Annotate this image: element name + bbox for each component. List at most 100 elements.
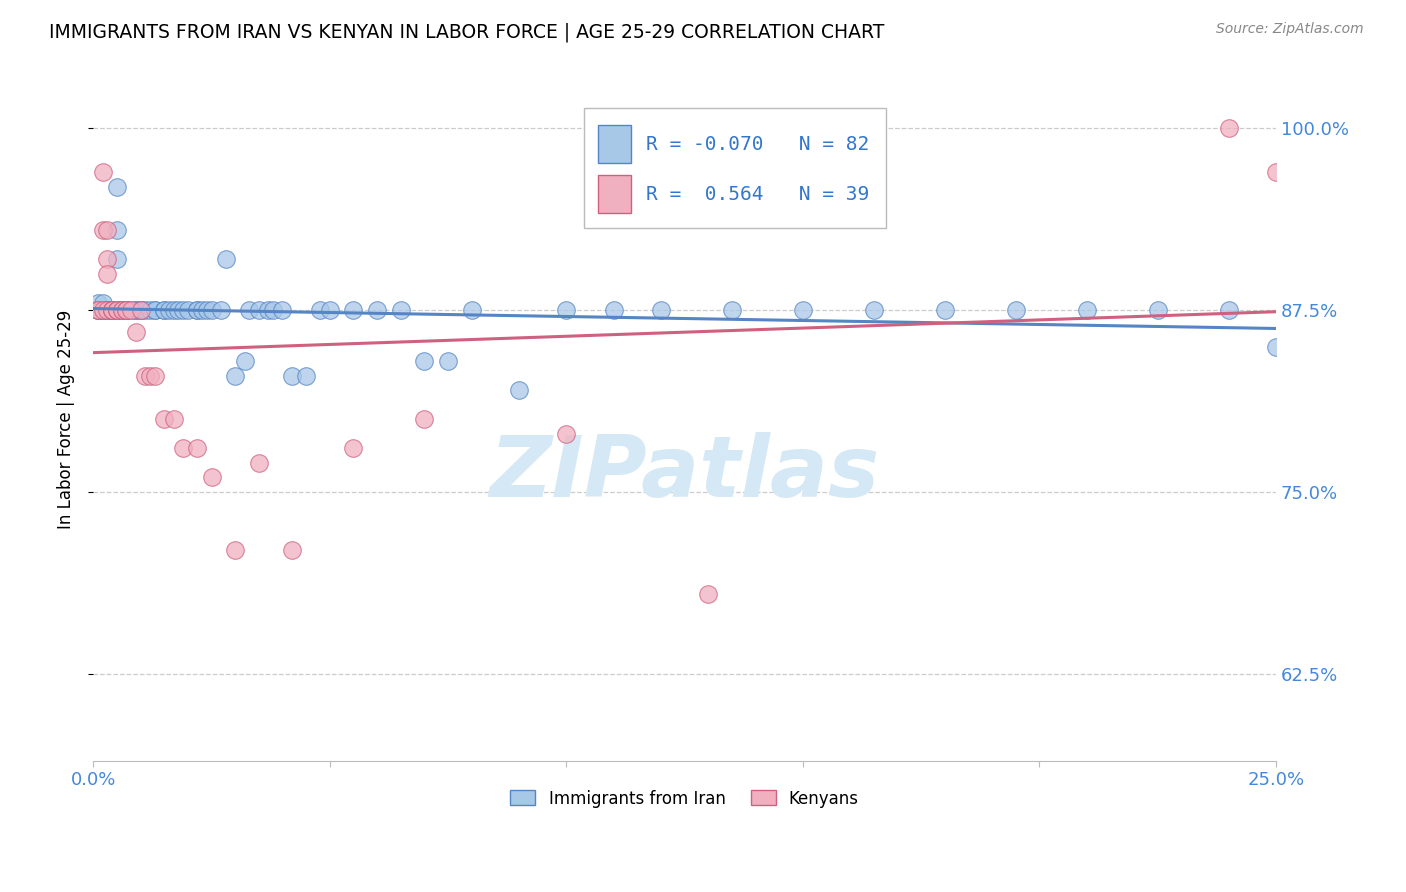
Text: R = -0.070   N = 82: R = -0.070 N = 82: [645, 135, 869, 154]
Point: [1218, 121, 1240, 136]
Point: [792, 303, 814, 318]
Point: [101, 303, 124, 318]
Point: [129, 303, 152, 318]
Point: [101, 303, 124, 318]
Point: [195, 303, 218, 318]
Point: [143, 368, 166, 383]
Point: [191, 303, 214, 318]
Point: [247, 303, 270, 318]
Point: [186, 303, 208, 318]
Point: [91, 303, 114, 318]
Point: [139, 368, 162, 383]
Point: [295, 368, 318, 383]
Point: [215, 252, 238, 267]
Point: [105, 303, 128, 318]
Point: [96, 267, 118, 281]
Point: [271, 303, 294, 318]
Point: [115, 303, 138, 318]
Text: IMMIGRANTS FROM IRAN VS KENYAN IN LABOR FORCE | AGE 25-29 CORRELATION CHART: IMMIGRANTS FROM IRAN VS KENYAN IN LABOR …: [49, 22, 884, 42]
Point: [153, 412, 176, 426]
Point: [91, 303, 114, 318]
Point: [105, 303, 128, 318]
Point: [96, 303, 118, 318]
Point: [389, 303, 412, 318]
Point: [281, 368, 304, 383]
Point: [172, 303, 194, 318]
Point: [247, 456, 270, 470]
Point: [863, 303, 886, 318]
Point: [115, 303, 138, 318]
Point: [125, 325, 148, 339]
Point: [413, 354, 436, 368]
Point: [105, 223, 128, 237]
Point: [186, 442, 208, 456]
Point: [91, 303, 114, 318]
Point: [319, 303, 342, 318]
Point: [1265, 165, 1288, 179]
Point: [134, 368, 156, 383]
Point: [101, 303, 124, 318]
Point: [209, 303, 232, 318]
Point: [87, 303, 110, 318]
Point: [101, 303, 124, 318]
Point: [934, 303, 956, 318]
Point: [555, 303, 578, 318]
Point: [91, 303, 114, 318]
Point: [87, 303, 110, 318]
Point: [508, 383, 530, 397]
Y-axis label: In Labor Force | Age 25-29: In Labor Force | Age 25-29: [58, 310, 75, 529]
Point: [111, 303, 134, 318]
Point: [91, 223, 114, 237]
Point: [134, 303, 156, 318]
Point: [96, 303, 118, 318]
Point: [1218, 303, 1240, 318]
Point: [87, 303, 110, 318]
Point: [172, 442, 194, 456]
Point: [1076, 303, 1098, 318]
Point: [1146, 303, 1168, 318]
Point: [105, 303, 128, 318]
Point: [87, 296, 110, 310]
Point: [186, 303, 208, 318]
Point: [105, 303, 128, 318]
Point: [1265, 339, 1288, 353]
Point: [153, 303, 176, 318]
Point: [413, 412, 436, 426]
Point: [96, 303, 118, 318]
Point: [129, 303, 152, 318]
Point: [125, 303, 148, 318]
Point: [697, 587, 720, 601]
Text: Source: ZipAtlas.com: Source: ZipAtlas.com: [1216, 22, 1364, 37]
Text: R =  0.564   N = 39: R = 0.564 N = 39: [645, 185, 869, 204]
Point: [143, 303, 166, 318]
Point: [224, 368, 246, 383]
Point: [111, 303, 134, 318]
Point: [115, 303, 138, 318]
Point: [257, 303, 280, 318]
Point: [91, 165, 114, 179]
Point: [96, 303, 118, 318]
Point: [342, 442, 364, 456]
Point: [125, 303, 148, 318]
Point: [309, 303, 332, 318]
Point: [200, 470, 222, 484]
Point: [224, 543, 246, 558]
Point: [163, 412, 186, 426]
Point: [101, 303, 124, 318]
Legend: Immigrants from Iran, Kenyans: Immigrants from Iran, Kenyans: [503, 783, 866, 814]
Point: [111, 303, 134, 318]
Point: [115, 303, 138, 318]
Point: [157, 303, 180, 318]
FancyBboxPatch shape: [583, 108, 886, 227]
Point: [167, 303, 190, 318]
Point: [143, 303, 166, 318]
Point: [105, 179, 128, 194]
Point: [105, 252, 128, 267]
Point: [96, 303, 118, 318]
Point: [262, 303, 284, 318]
Point: [101, 303, 124, 318]
Point: [238, 303, 260, 318]
Point: [721, 303, 744, 318]
Point: [139, 303, 162, 318]
Point: [87, 303, 110, 318]
